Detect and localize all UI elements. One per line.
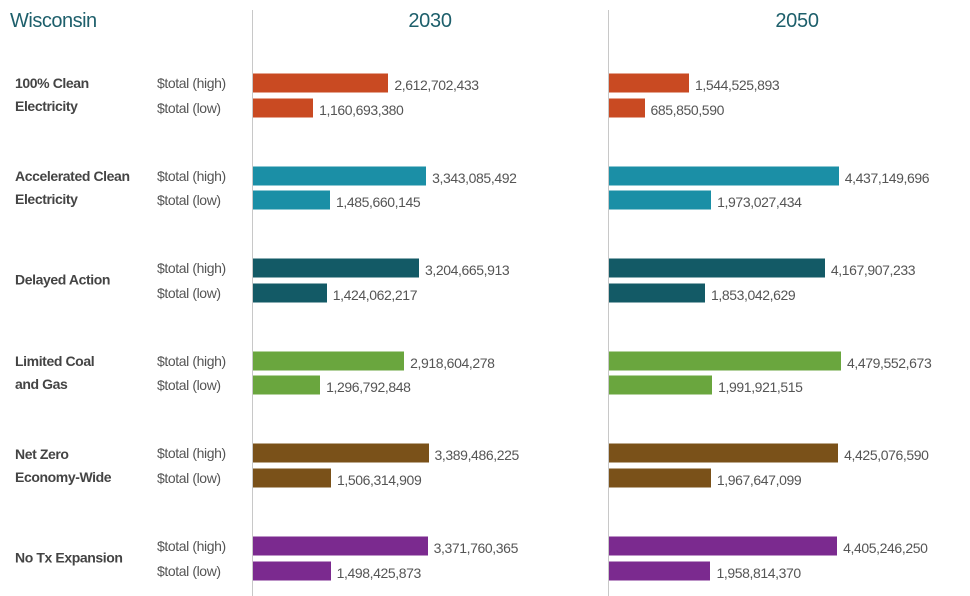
value-label: 3,389,486,225 bbox=[434, 447, 520, 464]
value-label: 1,853,042,629 bbox=[710, 286, 796, 303]
value-label: 1,160,693,380 bbox=[319, 101, 404, 118]
value-label: 3,204,665,913 bbox=[424, 262, 510, 279]
bar bbox=[609, 166, 839, 186]
measure-label: $total (high) bbox=[157, 352, 226, 369]
category-label: Delayed Action bbox=[15, 271, 111, 288]
value-label: 1,958,814,370 bbox=[716, 564, 801, 581]
bar bbox=[609, 375, 713, 395]
bar bbox=[609, 351, 841, 371]
bar bbox=[253, 98, 314, 117]
bar bbox=[609, 283, 705, 303]
bar bbox=[609, 468, 711, 488]
measure-label: $total (high) bbox=[157, 167, 226, 184]
bar bbox=[253, 443, 429, 463]
category-label: Limited Coal and Gas bbox=[15, 353, 95, 393]
measure-label: $total (low) bbox=[157, 562, 221, 579]
measure-label: $total (high) bbox=[157, 538, 226, 554]
bar bbox=[609, 190, 712, 210]
value-label: 1,498,425,873 bbox=[336, 564, 422, 581]
panel-title: 2030 bbox=[408, 10, 452, 32]
bar bbox=[253, 73, 389, 93]
bar bbox=[253, 190, 330, 210]
bar bbox=[609, 561, 711, 580]
value-label: 1,485,660,145 bbox=[335, 194, 421, 211]
measure-label: $total (low) bbox=[157, 99, 221, 116]
bar bbox=[609, 73, 689, 93]
value-label: 1,991,921,515 bbox=[718, 379, 803, 396]
value-label: 4,437,149,696 bbox=[844, 169, 930, 186]
bar bbox=[609, 258, 825, 278]
measure-label: $total (low) bbox=[157, 469, 221, 486]
panel-divider bbox=[608, 10, 609, 596]
category-label: No Tx Expansion bbox=[15, 549, 123, 566]
value-label: 1,544,525,893 bbox=[694, 77, 780, 93]
value-label: 3,343,085,492 bbox=[432, 169, 517, 186]
value-label: 4,167,907,233 bbox=[830, 262, 916, 279]
value-label: 4,425,076,590 bbox=[844, 447, 929, 464]
measure-label: $total (low) bbox=[157, 192, 221, 209]
value-label: 1,296,792,848 bbox=[326, 379, 411, 396]
bar bbox=[253, 258, 419, 278]
value-label: 1,424,062,217 bbox=[332, 286, 418, 303]
measure-label: $total (low) bbox=[157, 377, 221, 394]
measure-label: $total (high) bbox=[157, 75, 226, 91]
value-label: 685,850,590 bbox=[650, 101, 725, 118]
category-label: 100% Clean Electricity bbox=[15, 75, 89, 115]
value-label: 1,967,647,099 bbox=[716, 471, 802, 488]
category-label: Accelerated Clean Electricity bbox=[15, 167, 130, 207]
value-label: 1,506,314,909 bbox=[337, 471, 422, 488]
category-label: Net Zero Economy-Wide bbox=[15, 445, 112, 485]
chart-title: Wisconsin bbox=[10, 10, 97, 32]
bar bbox=[609, 536, 838, 556]
value-label: 2,918,604,278 bbox=[410, 354, 495, 371]
value-label: 1,973,027,434 bbox=[717, 194, 802, 211]
measure-label: $total (high) bbox=[157, 445, 226, 462]
bar bbox=[253, 468, 331, 488]
panel-divider bbox=[252, 10, 253, 596]
measure-label: $total (high) bbox=[157, 260, 226, 277]
value-label: 4,479,552,673 bbox=[847, 354, 932, 371]
value-label: 3,371,760,365 bbox=[433, 540, 519, 556]
bar bbox=[609, 98, 645, 117]
bar bbox=[253, 351, 405, 371]
bar bbox=[253, 375, 321, 395]
value-label: 4,405,246,250 bbox=[843, 540, 928, 556]
bar bbox=[253, 536, 428, 556]
bar bbox=[253, 166, 427, 186]
bar bbox=[253, 561, 331, 580]
panel-title: 2050 bbox=[775, 10, 819, 32]
measure-label: $total (low) bbox=[157, 284, 221, 301]
bar bbox=[253, 283, 327, 303]
value-label: 2,612,702,433 bbox=[394, 77, 479, 93]
bar bbox=[609, 443, 839, 463]
